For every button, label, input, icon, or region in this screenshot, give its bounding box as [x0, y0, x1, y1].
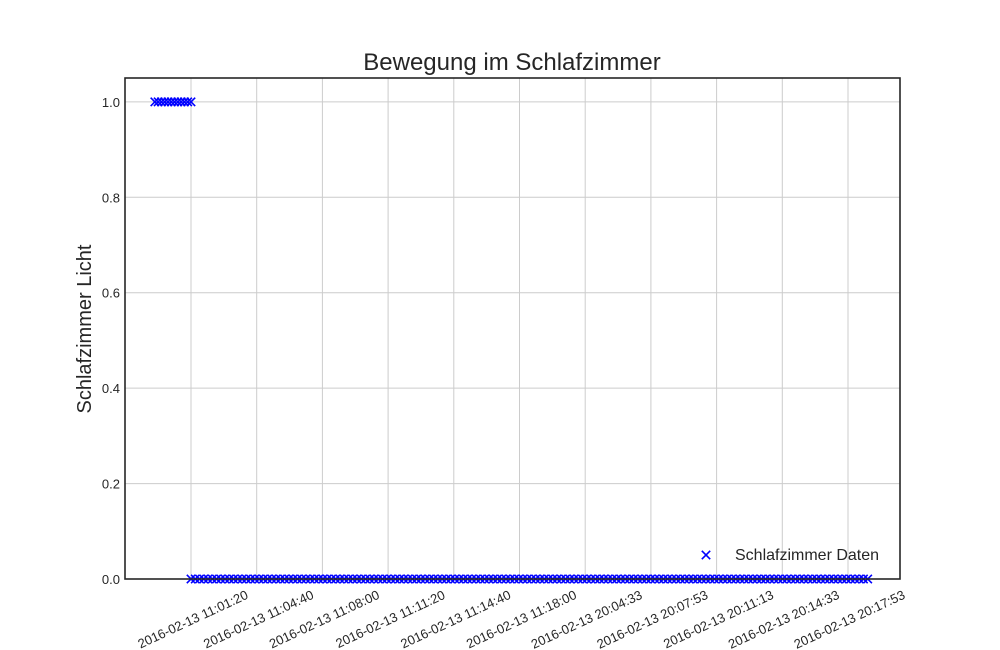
x-tick-label: 2016-02-13 11:01:20 — [135, 587, 250, 650]
data-point — [182, 97, 193, 107]
legend-label: Schlafzimmer Daten — [735, 547, 879, 564]
legend-marker — [701, 550, 711, 560]
x-tick-label: 2016-02-13 20:07:53 — [594, 587, 710, 650]
x-tick-label: 2016-02-13 11:14:40 — [398, 587, 513, 650]
chart-title: Bewegung im Schlafzimmer — [363, 49, 660, 76]
y-tick-label: 0.0 — [102, 572, 120, 587]
x-tick-label: 2016-02-13 11:18:00 — [464, 587, 579, 650]
x-tick-label: 2016-02-13 20:11:13 — [661, 587, 776, 650]
x-tick-label: 2016-02-13 20:14:33 — [726, 587, 842, 650]
y-axis-label: Schlafzimmer Licht — [74, 244, 96, 413]
x-tick-label: 2016-02-13 20:17:53 — [792, 587, 908, 650]
y-tick-label: 0.2 — [102, 477, 120, 492]
x-tick-label: 2016-02-13 11:04:40 — [201, 587, 316, 650]
x-tick-label: 2016-02-13 11:08:00 — [267, 587, 382, 650]
x-tick-label: 2016-02-13 20:04:33 — [529, 587, 645, 650]
legend: Schlafzimmer Daten — [701, 547, 879, 564]
data-point — [186, 97, 196, 107]
y-tick-label: 0.8 — [102, 190, 120, 205]
data-points — [150, 97, 873, 584]
legend-marker-x — [701, 550, 711, 560]
grid — [125, 78, 900, 580]
plot-frame — [124, 77, 901, 580]
y-tick-label: 0.4 — [102, 381, 120, 396]
y-tick-label: 1.0 — [102, 95, 120, 110]
y-tick-label: 0.6 — [102, 286, 120, 301]
x-tick-label: 2016-02-13 11:11:20 — [333, 587, 447, 650]
